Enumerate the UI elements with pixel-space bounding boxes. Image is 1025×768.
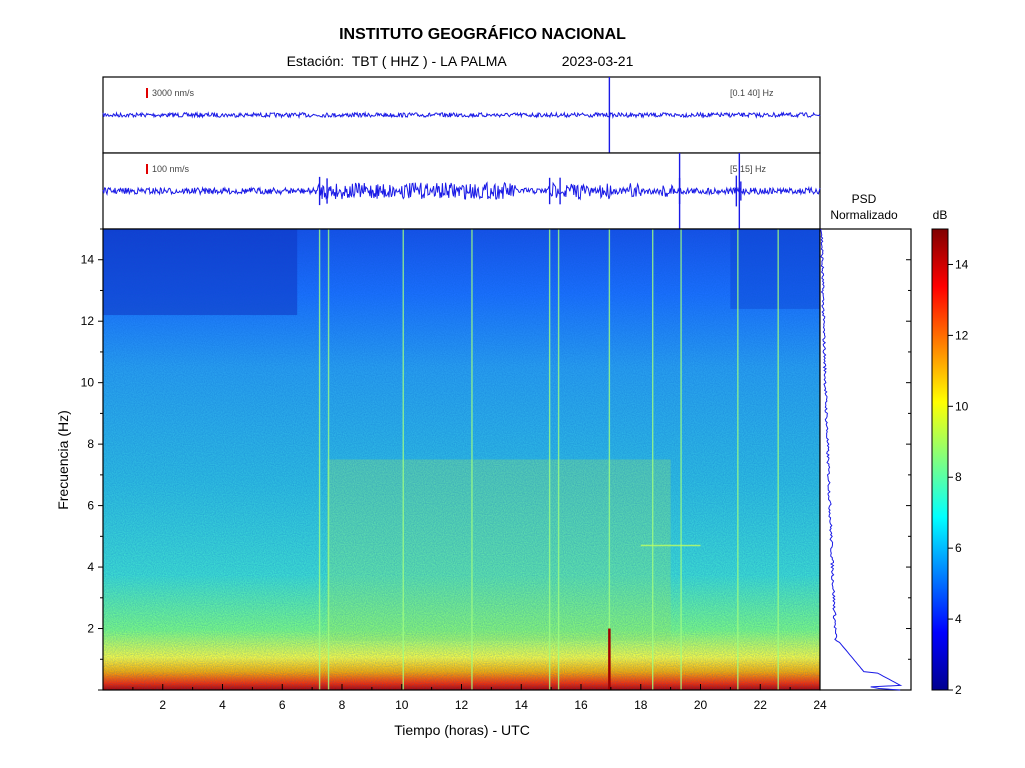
x-tick-label: 22 (754, 698, 768, 712)
psd-title: PSD (852, 192, 877, 206)
x-tick-label: 10 (395, 698, 409, 712)
y-tick-label: 12 (81, 314, 95, 328)
colorbar-tick-label: 14 (955, 257, 969, 271)
seismogram-filtered-panel: 100 nm/s [5 15] Hz (102, 152, 821, 230)
colorbar-tick-label: 12 (955, 328, 969, 342)
chart-subtitle: Estación: TBT ( HHZ ) - LA PALMA 2023-03-… (0, 53, 920, 69)
date-label: 2023-03-21 (561, 53, 634, 69)
y-tick-label: 8 (87, 437, 94, 451)
y-tick-label: 2 (87, 622, 94, 636)
station-label: Estación: TBT ( HHZ ) - LA PALMA (286, 53, 507, 69)
x-tick-label: 14 (515, 698, 529, 712)
y-axis-label: Frecuencia (Hz) (55, 410, 71, 510)
scale-bar-1 (146, 88, 148, 98)
colorbar-tick-label: 2 (955, 683, 962, 697)
psd-subtitle: Normalizado (830, 208, 898, 222)
colorbar: dB 2 4 6 8 10 12 14 (931, 208, 969, 697)
y-tick-label: 4 (87, 560, 94, 574)
colorbar-label: dB (933, 208, 948, 222)
scale-label-2: 100 nm/s (152, 164, 190, 174)
scale-bar-2 (146, 164, 148, 174)
scale-label-1: 3000 nm/s (152, 88, 195, 98)
filter-label-1: [0.1 40] Hz (730, 88, 774, 98)
x-tick-label: 24 (813, 698, 827, 712)
seismogram-broadband-panel: 3000 nm/s [0.1 40] Hz (102, 76, 821, 154)
y-tick-label: 14 (81, 253, 95, 267)
x-tick-label: 18 (634, 698, 648, 712)
filter-label-2: [5 15] Hz (730, 164, 767, 174)
x-tick-label: 16 (574, 698, 588, 712)
x-tick-label: 6 (279, 698, 286, 712)
x-tick-label: 8 (339, 698, 346, 712)
colorbar-tick-label: 6 (955, 541, 962, 555)
colorbar-tick-label: 8 (955, 470, 962, 484)
colorbar-tick-label: 10 (955, 399, 969, 413)
colorbar-tick-label: 4 (955, 612, 962, 626)
y-tick-label: 6 (87, 499, 94, 513)
y-tick-label: 10 (81, 376, 95, 390)
x-tick-label: 4 (219, 698, 226, 712)
broadband-trace (102, 110, 821, 120)
filtered-trace (102, 181, 821, 201)
x-tick-label: 20 (694, 698, 708, 712)
chart-title: INSTITUTO GEOGRÁFICO NACIONAL (339, 26, 626, 43)
x-axis-label: Tiempo (horas) - UTC (394, 722, 530, 738)
x-tick-label: 2 (159, 698, 166, 712)
psd-curve (820, 229, 903, 691)
x-tick-label: 12 (455, 698, 469, 712)
psd-panel: PSD Normalizado (819, 192, 912, 691)
